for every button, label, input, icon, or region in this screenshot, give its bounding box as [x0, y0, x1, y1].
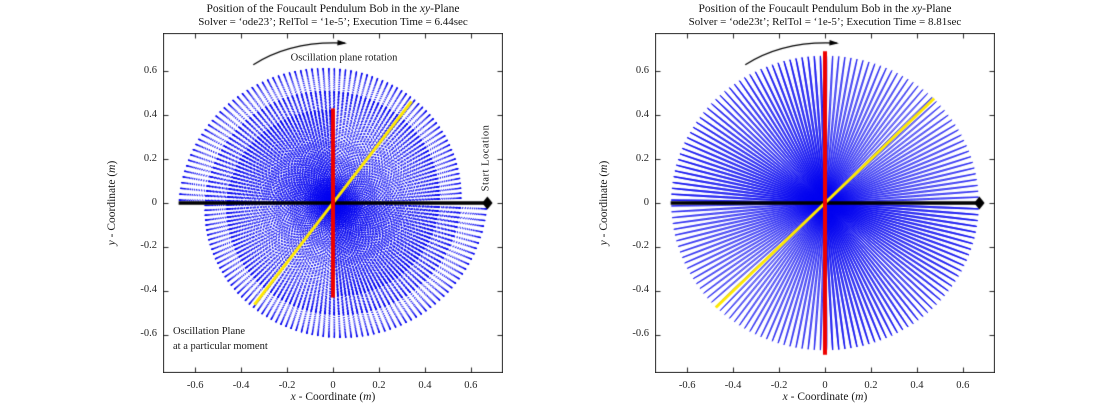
y-axis-variable: y	[598, 240, 610, 246]
plot-title-line1: Position of the Foucault Pendulum Bob in…	[565, 2, 1085, 16]
y-tick-label: -0.6	[140, 328, 157, 340]
x-axis-unit: m	[855, 391, 864, 403]
y-tick-label: 0	[643, 196, 649, 208]
plot-title-line1: Position of the Foucault Pendulum Bob in…	[73, 2, 593, 16]
foucault-plot-ode23t: Position of the Foucault Pendulum Bob in…	[598, 3, 995, 403]
y-tick-label: -0.2	[140, 240, 157, 252]
title-text-post: -Plane	[922, 3, 952, 15]
y-axis-unit: m	[598, 164, 610, 173]
y-axis-label: y - Coordinate (m)	[106, 161, 118, 246]
plot-title: Position of the Foucault Pendulum Bob in…	[565, 2, 1085, 29]
x-axis-label-text: - Coordinate (	[787, 391, 856, 403]
x-tick-label: -0.6	[678, 380, 696, 391]
foucault-plot-ode23: Position of the Foucault Pendulum Bob in…	[106, 3, 503, 403]
y-axis-label-close: )	[598, 160, 610, 165]
title-text: Position of the Foucault Pendulum Bob in…	[698, 3, 912, 15]
y-axis-unit: m	[106, 164, 118, 173]
y-tick-label: -0.4	[632, 284, 649, 296]
y-tick-label: 0.2	[635, 152, 649, 164]
y-tick-label: 0.2	[143, 152, 157, 164]
plot-title: Position of the Foucault Pendulum Bob in…	[73, 2, 593, 29]
y-tick-label: 0.6	[143, 64, 157, 76]
title-text-post: -Plane	[430, 3, 460, 15]
title-text: Position of the Foucault Pendulum Bob in…	[206, 3, 420, 15]
y-tick-label: 0.4	[143, 108, 157, 120]
y-axis-variable: y	[106, 240, 118, 246]
y-tick-label: 0	[151, 196, 157, 208]
y-axis-label-close: )	[106, 160, 118, 165]
annotation-oscillation-plane-rotation: Oscillation plane rotation	[290, 52, 398, 64]
x-axis-label-text: - Coordinate (	[295, 391, 364, 403]
x-axis-label-close: )	[863, 391, 868, 403]
annotation-start-location: Start Location	[480, 124, 492, 192]
x-tick-label: 0.2	[372, 380, 386, 391]
y-axis-label-text: - Coordinate (	[598, 172, 610, 241]
y-tick-label: 0.6	[635, 64, 649, 76]
plot-subtitle: Solver = ‘ode23’; RelTol = ‘1e-5’; Execu…	[198, 16, 468, 28]
x-tick-label: 0.4	[418, 380, 432, 391]
annotation-oscillation-plane-moment: Oscillation Plane at a particular moment	[173, 324, 268, 354]
x-tick-label: 0.2	[864, 380, 878, 391]
x-tick-label: 0.4	[910, 380, 924, 391]
axes-canvas	[163, 33, 503, 373]
x-tick-label: 0	[330, 380, 336, 391]
annotation-moment-line1: Oscillation Plane	[173, 326, 246, 337]
x-axis-label-close: )	[371, 391, 376, 403]
x-axis-label: x - Coordinate (m)	[655, 391, 995, 403]
x-axis-unit: m	[363, 391, 372, 403]
y-axis-label: y - Coordinate (m)	[598, 161, 610, 246]
y-tick-label: -0.4	[140, 284, 157, 296]
x-axis-label: x - Coordinate (m)	[163, 391, 503, 403]
x-axis-variable: x	[782, 391, 788, 403]
x-tick-label: -0.2	[770, 380, 788, 391]
plot-subtitle: Solver = ‘ode23t’; RelTol = ‘1e-5’; Exec…	[688, 16, 962, 28]
x-tick-label: -0.2	[278, 380, 296, 391]
title-variable: xy	[911, 3, 923, 15]
x-tick-label: 0.6	[464, 380, 478, 391]
x-axis-variable: x	[290, 391, 296, 403]
y-tick-label: -0.6	[632, 328, 649, 340]
y-tick-label: 0.4	[635, 108, 649, 120]
annotation-moment-line2: at a particular moment	[173, 341, 268, 352]
x-tick-label: -0.4	[232, 380, 250, 391]
x-tick-label: -0.4	[724, 380, 742, 391]
title-variable: xy	[419, 3, 431, 15]
y-tick-label: -0.2	[632, 240, 649, 252]
y-axis-label-text: - Coordinate (	[106, 172, 118, 241]
x-tick-label: 0.6	[956, 380, 970, 391]
axes-canvas	[655, 33, 995, 373]
x-tick-label: -0.6	[186, 380, 204, 391]
x-tick-label: 0	[822, 380, 828, 391]
